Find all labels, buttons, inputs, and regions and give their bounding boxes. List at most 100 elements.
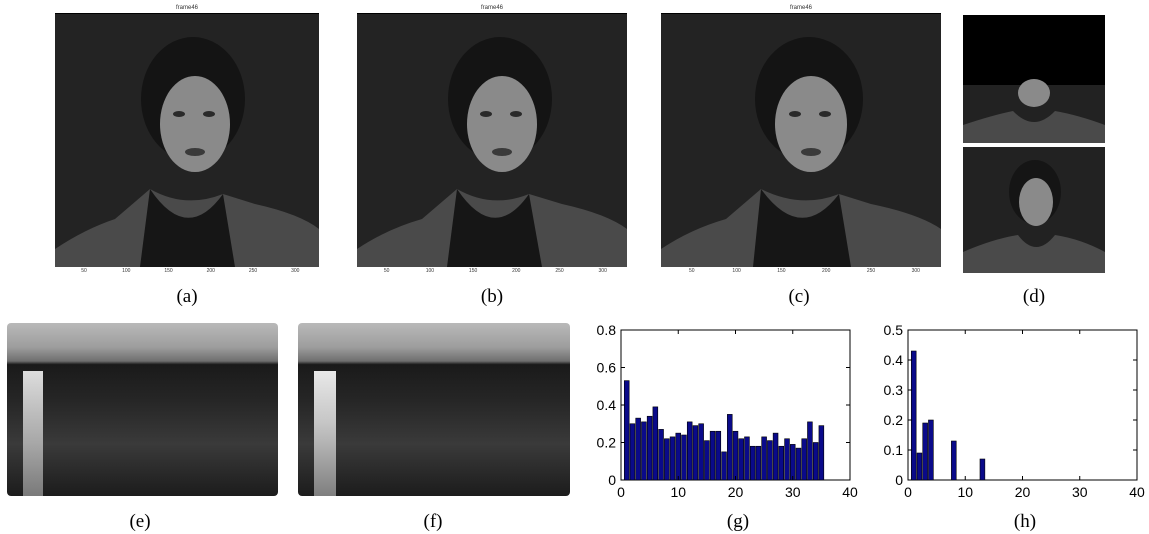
bar xyxy=(767,440,773,481)
y-tick-label: 0.2 xyxy=(884,412,904,428)
bar xyxy=(790,444,796,481)
caption-d: (d) xyxy=(1022,286,1046,307)
frame-c-xticks: 50 100 150 200 250 300 xyxy=(661,268,941,276)
x-tick-label: 30 xyxy=(785,484,801,500)
xtick: 100 xyxy=(122,268,131,274)
plot-frame xyxy=(907,329,1138,481)
bar xyxy=(692,425,699,481)
sun-reflection xyxy=(314,371,336,496)
xtick: 200 xyxy=(822,268,831,274)
bar xyxy=(727,414,733,481)
y-tick-label: 0 xyxy=(608,472,616,488)
bar xyxy=(916,452,923,481)
bar xyxy=(910,350,917,481)
y-tick-label: 0.8 xyxy=(597,322,617,338)
bar xyxy=(778,445,785,481)
bar xyxy=(951,440,957,481)
xtick: 200 xyxy=(206,268,215,274)
bar xyxy=(623,380,630,481)
bar xyxy=(721,451,727,481)
bar xyxy=(635,417,641,481)
bar xyxy=(928,419,934,481)
bar xyxy=(698,423,704,481)
y-tick-label: 0.4 xyxy=(597,397,617,413)
frame-a-xticks: 50 100 150 200 250 300 xyxy=(55,268,319,276)
frame-a-title: frame46 xyxy=(175,5,198,11)
bar xyxy=(669,436,676,481)
sun-reflection xyxy=(23,371,43,496)
caption-c: (c) xyxy=(788,286,810,307)
xtick: 50 xyxy=(689,268,695,274)
xtick: 150 xyxy=(468,268,478,274)
xtick: 250 xyxy=(866,268,876,274)
y-tick-label: 0.2 xyxy=(597,435,617,451)
caption-a: (a) xyxy=(176,286,198,307)
x-tick-label: 0 xyxy=(617,484,625,500)
bar xyxy=(738,438,744,481)
bar xyxy=(979,458,986,481)
bar xyxy=(664,438,670,481)
bar xyxy=(772,432,779,481)
frame-b-title: frame46 xyxy=(480,5,503,11)
bar xyxy=(807,421,813,481)
bar xyxy=(686,421,693,481)
woman-partial-portrait xyxy=(963,15,1105,143)
bar xyxy=(744,436,750,481)
bar xyxy=(658,429,664,481)
bar xyxy=(641,421,647,481)
x-tick-label: 40 xyxy=(842,484,858,500)
xtick: 250 xyxy=(555,268,564,274)
y-tick-label: 0.1 xyxy=(884,442,904,458)
bar xyxy=(681,434,687,481)
xtick: 50 xyxy=(383,268,390,274)
caption-h: (h) xyxy=(1013,511,1037,532)
ocean-image-f xyxy=(298,323,570,496)
y-tick-label: 0 xyxy=(895,472,903,488)
frame-d-top-image xyxy=(963,15,1105,143)
xtick: 100 xyxy=(425,268,435,274)
x-tick-label: 20 xyxy=(1015,484,1031,500)
bar xyxy=(709,430,716,481)
frame-d-bottom-image xyxy=(963,147,1105,273)
bar xyxy=(801,438,807,481)
xtick: 300 xyxy=(598,268,607,274)
bar xyxy=(704,440,710,481)
frame-c-title: frame46 xyxy=(789,5,812,11)
xtick: 200 xyxy=(512,268,521,274)
bar xyxy=(795,447,802,481)
x-tick-label: 10 xyxy=(670,484,686,500)
x-tick-label: 10 xyxy=(957,484,973,500)
xtick: 50 xyxy=(81,268,87,274)
bar-chart-h: 0 10 20 30 40 0 0.1 0.2 0.3 0.4 0.5 xyxy=(884,322,1145,500)
xtick: 150 xyxy=(164,268,173,274)
bar xyxy=(675,432,681,481)
bar xyxy=(755,445,762,481)
xtick: 300 xyxy=(911,268,920,274)
frame-c-image: frame46 50 100 150 200 250 300 xyxy=(661,5,941,274)
ocean-image-e xyxy=(7,323,278,496)
y-tick-label: 0.4 xyxy=(884,352,904,368)
woman-portrait-a xyxy=(55,14,319,267)
xtick: 300 xyxy=(291,268,300,274)
y-tick-label: 0.3 xyxy=(884,382,904,398)
bar xyxy=(812,442,819,481)
xtick: 100 xyxy=(732,268,741,274)
caption-g: (g) xyxy=(726,511,750,532)
bar xyxy=(652,406,659,481)
x-tick-label: 20 xyxy=(728,484,744,500)
x-tick-label: 30 xyxy=(1072,484,1088,500)
bar xyxy=(761,436,767,481)
bar-chart-g: 0 10 20 30 40 0 0.2 0.4 0.6 0.8 xyxy=(597,322,858,500)
frame-b-xticks: 50 100 150 200 250 300 xyxy=(357,268,627,276)
bar xyxy=(646,415,653,481)
woman-small-portrait xyxy=(963,147,1105,273)
bar xyxy=(715,430,722,481)
bar xyxy=(629,423,636,481)
bar xyxy=(922,422,928,481)
bar xyxy=(732,430,739,481)
y-tick-label: 0.5 xyxy=(884,322,904,338)
caption-f: (f) xyxy=(423,511,443,532)
bar xyxy=(818,425,825,481)
bar xyxy=(784,438,790,481)
frame-a-image: frame46 50 100 150 200 250 300 xyxy=(55,5,319,274)
